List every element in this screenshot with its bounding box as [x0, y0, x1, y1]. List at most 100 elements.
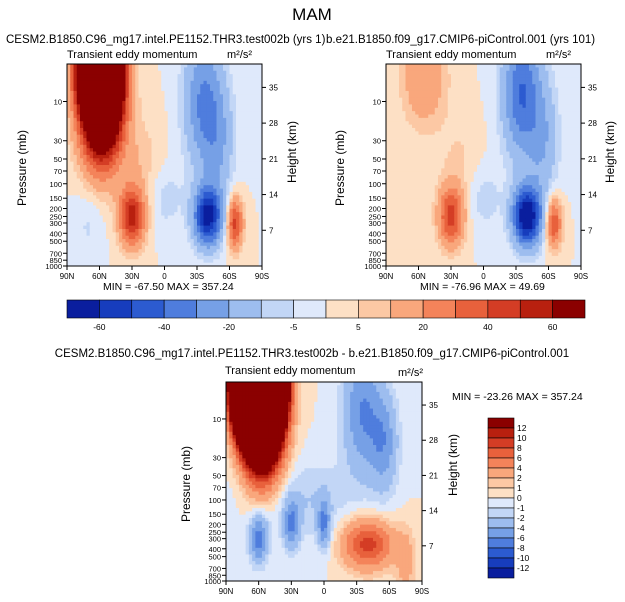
- heatmap-cell: [93, 178, 97, 183]
- heatmap-cell: [93, 107, 97, 112]
- heatmap-cell: [102, 154, 107, 159]
- heatmap-cell: [119, 202, 123, 206]
- heatmap-cell: [177, 259, 182, 264]
- heatmap-cell: [421, 67, 426, 72]
- heatmap-cell: [76, 259, 81, 264]
- heatmap-cell: [119, 239, 123, 243]
- heatmap-cell: [415, 175, 419, 179]
- heatmap-cell: [252, 255, 256, 260]
- heatmap-cell: [112, 208, 117, 213]
- heatmap-cell: [229, 195, 234, 200]
- heatmap-cell: [177, 131, 182, 136]
- heatmap-cell: [174, 178, 178, 183]
- heatmap-cell: [96, 262, 100, 267]
- heatmap-cell: [158, 124, 162, 129]
- heatmap-cell: [245, 84, 250, 88]
- heatmap-cell: [213, 107, 217, 112]
- heatmap-cell: [109, 161, 113, 166]
- heatmap-cell: [438, 185, 442, 189]
- heatmap-cell: [421, 134, 426, 139]
- heatmap-cell: [249, 138, 253, 142]
- heatmap-cell: [158, 127, 162, 132]
- heatmap-cell: [93, 212, 97, 216]
- heatmap-cell: [197, 64, 201, 68]
- heatmap-cell: [99, 138, 104, 142]
- heatmap-cell: [141, 107, 146, 112]
- heatmap-cell: [187, 165, 191, 169]
- heatmap-cell: [128, 70, 133, 75]
- heatmap-cell: [454, 171, 458, 176]
- heatmap-cell: [67, 249, 71, 253]
- heatmap-cell: [119, 97, 123, 102]
- heatmap-cell: [125, 215, 130, 220]
- heatmap-cell: [447, 141, 452, 146]
- heatmap-cell: [99, 185, 104, 189]
- heatmap-cell: [210, 239, 214, 243]
- heatmap-cell: [210, 138, 214, 142]
- heatmap-cell: [151, 239, 156, 243]
- panel-test-ylabel-right: Height (km): [285, 121, 299, 183]
- heatmap-cell: [405, 212, 410, 216]
- heatmap-cell: [96, 185, 100, 189]
- heatmap-cell: [187, 161, 191, 166]
- heatmap-cell: [431, 175, 436, 179]
- heatmap-cell: [386, 178, 390, 183]
- heatmap-cell: [454, 191, 458, 196]
- heatmap-cell: [138, 64, 143, 68]
- heatmap-cell: [395, 111, 400, 115]
- heatmap-cell: [119, 165, 123, 169]
- heatmap-cell: [193, 161, 198, 166]
- heatmap-cell: [392, 239, 397, 243]
- heatmap-cell: [154, 168, 159, 173]
- heatmap-cell: [115, 165, 120, 169]
- heatmap-cell: [229, 202, 234, 206]
- heatmap-cell: [255, 239, 260, 243]
- heatmap-cell: [200, 191, 204, 196]
- heatmap-cell: [112, 121, 117, 125]
- heatmap-cell: [106, 64, 110, 68]
- heatmap-cell: [135, 202, 139, 206]
- heatmap-cell: [210, 124, 214, 129]
- heatmap-cell: [99, 198, 104, 203]
- heatmap-cell: [109, 121, 113, 125]
- heatmap-cell: [203, 262, 208, 267]
- heatmap-cell: [255, 138, 260, 142]
- heatmap-cell: [109, 168, 113, 173]
- heatmap-cell: [223, 90, 227, 95]
- heatmap-cell: [161, 202, 165, 206]
- heatmap-cell: [425, 80, 429, 85]
- heatmap-cell: [197, 134, 201, 139]
- heatmap-cell: [438, 228, 442, 233]
- y-tick-label: 70: [54, 167, 62, 176]
- heatmap-cell: [242, 141, 247, 146]
- heatmap-cell: [197, 262, 201, 267]
- heatmap-cell: [444, 252, 449, 257]
- heatmap-cell: [141, 235, 146, 240]
- heatmap-cell: [245, 144, 250, 149]
- heatmap-cell: [392, 165, 397, 169]
- heatmap-cell: [239, 90, 243, 95]
- heatmap-cell: [399, 131, 403, 136]
- heatmap-cell: [177, 97, 182, 102]
- heatmap-cell: [122, 262, 126, 267]
- heatmap-cell: [122, 154, 126, 159]
- heatmap-cell: [184, 188, 188, 193]
- heatmap-cell: [447, 90, 452, 95]
- heatmap-cell: [89, 138, 94, 142]
- heatmap-cell: [418, 242, 423, 247]
- heatmap-cell: [425, 181, 429, 186]
- heatmap-cell: [141, 202, 146, 206]
- heatmap-cell: [454, 239, 458, 243]
- heatmap-cell: [213, 144, 217, 149]
- heatmap-cell: [119, 107, 123, 112]
- heatmap-cell: [232, 117, 237, 122]
- heatmap-cell: [135, 252, 139, 257]
- heatmap-cell: [96, 84, 100, 88]
- heatmap-cell: [119, 262, 123, 267]
- heatmap-cell: [102, 104, 107, 109]
- heatmap-cell: [245, 242, 250, 247]
- heatmap-cell: [425, 121, 429, 125]
- heatmap-cell: [451, 131, 455, 136]
- heatmap-cell: [86, 138, 91, 142]
- heatmap-cell: [86, 134, 91, 139]
